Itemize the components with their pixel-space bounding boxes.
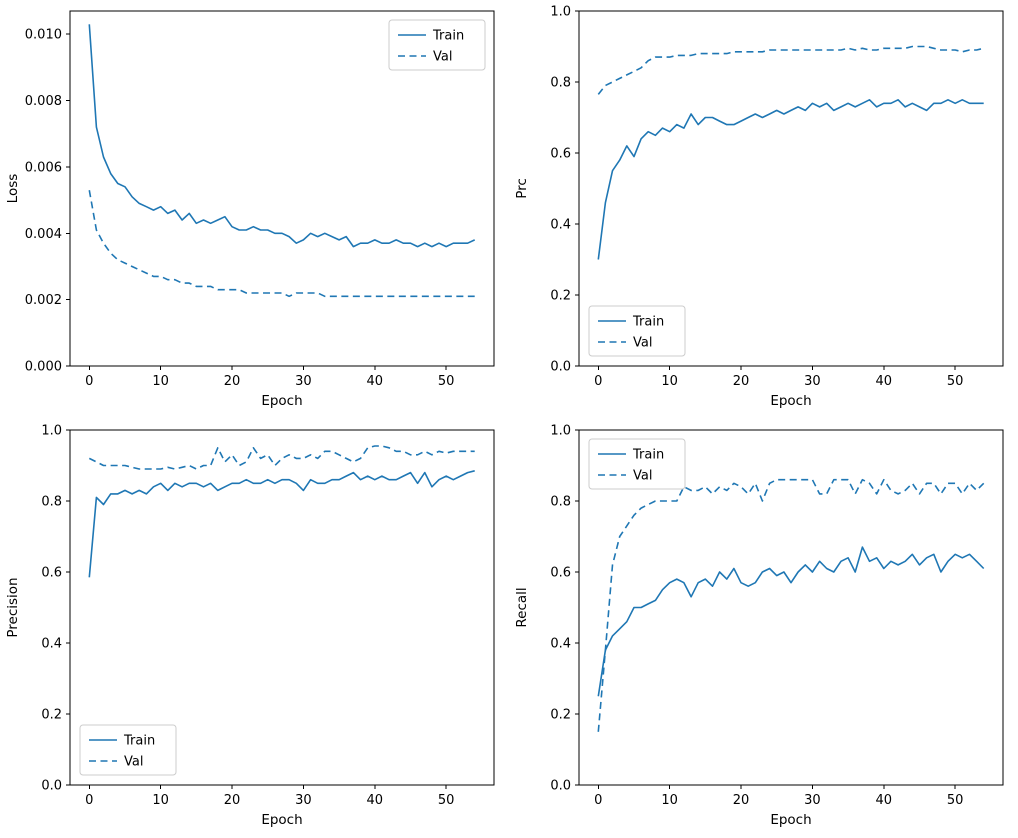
x-tick-label: 40 (367, 374, 384, 389)
x-tick-label: 20 (733, 374, 750, 389)
chart-loss: 0.000 0.002 0.004 0.006 0.008 0.010 0 10 20 30 40 5… (0, 0, 509, 419)
y-tick-label: 0.2 (41, 708, 62, 723)
x-tick-label: 0 (85, 793, 93, 808)
x-tick-label: 20 (733, 793, 750, 808)
x-axis-label: Epoch (770, 812, 811, 828)
series-line-train (88, 470, 475, 578)
series-line-val (88, 190, 475, 298)
y-tick-label: 1.0 (41, 424, 62, 439)
x-tick-label: 0 (85, 374, 93, 389)
x-tick-label: 40 (876, 374, 893, 389)
x-tick-label: 20 (224, 793, 241, 808)
y-tick-label: 0.000 (25, 360, 62, 375)
y-tick-label: 0.2 (550, 289, 571, 304)
x-tick-label: 0 (594, 793, 602, 808)
y-axis-label: Loss (5, 174, 21, 204)
legend-label-train: Train (632, 315, 664, 330)
legend-label-val: Val (124, 755, 143, 770)
x-tick-label: 50 (438, 793, 455, 808)
subplot-recall-svg: 0.0 0.2 0.4 0.6 0.8 1.0 0 10 20 30 40 50 Epoch Recall… (514, 424, 1004, 828)
axes-frame (69, 10, 495, 367)
x-tick-label: 30 (804, 374, 821, 389)
series-line-val (597, 478, 985, 732)
y-tick-label: 0.002 (25, 293, 62, 308)
y-tick-label: 0.0 (550, 779, 571, 794)
y-tick-label: 0.004 (25, 227, 62, 242)
chart-prc: 0.0 0.2 0.4 0.6 0.8 1.0 0 10 20 30 40 50 Epoch Prc Tra… (509, 0, 1018, 419)
x-tick-label: 10 (152, 374, 169, 389)
x-tick-label: 10 (661, 374, 678, 389)
chart-recall: 0.0 0.2 0.4 0.6 0.8 1.0 0 10 20 30 40 50 Epoch Recall… (509, 419, 1018, 838)
y-tick-label: 1.0 (550, 5, 571, 20)
subplot-loss-svg: 0.000 0.002 0.004 0.006 0.008 0.010 0 10 20 30 40 5… (5, 10, 495, 409)
x-axis-label: Epoch (261, 812, 302, 828)
x-tick-label: 30 (295, 793, 312, 808)
legend-box (588, 305, 686, 357)
series-line-val (597, 45, 984, 95)
y-tick-label: 0.6 (550, 147, 571, 162)
x-tick-label: 30 (295, 374, 312, 389)
y-tick-label: 0.008 (25, 94, 62, 109)
x-tick-label: 10 (152, 793, 169, 808)
legend-label-train: Train (123, 734, 155, 749)
legend-label-train: Train (432, 29, 464, 44)
x-tick-label: 50 (947, 793, 964, 808)
x-tick-label: 50 (438, 374, 455, 389)
series-line-val (88, 445, 475, 470)
legend-label-val: Val (633, 336, 652, 351)
y-tick-label: 0.8 (550, 495, 571, 510)
y-tick-label: 0.4 (550, 218, 571, 233)
axes-frame (578, 10, 1004, 367)
y-tick-label: 0.6 (550, 566, 571, 581)
y-tick-label: 0.4 (550, 637, 571, 652)
x-axis-label: Epoch (770, 393, 811, 409)
legend-label-val: Val (433, 50, 452, 65)
series-line-train (597, 99, 984, 260)
x-tick-label: 0 (594, 374, 602, 389)
y-axis-label: Prc (514, 178, 530, 199)
y-tick-label: 1.0 (550, 424, 571, 439)
y-axis-label: Recall (514, 587, 530, 627)
legend-label-train: Train (632, 448, 664, 463)
y-tick-label: 0.0 (550, 360, 571, 375)
legend-box (79, 724, 177, 776)
x-tick-label: 30 (804, 793, 821, 808)
legend-box (588, 438, 686, 490)
x-tick-label: 10 (661, 793, 678, 808)
y-tick-label: 0.6 (41, 566, 62, 581)
x-tick-label: 20 (224, 374, 241, 389)
y-tick-label: 0.010 (25, 28, 62, 43)
series-line-train (88, 24, 476, 248)
x-tick-label: 40 (876, 793, 893, 808)
x-axis-label: Epoch (261, 393, 302, 409)
y-tick-label: 0.006 (25, 160, 62, 175)
axes-frame (69, 429, 495, 786)
y-tick-label: 0.8 (550, 76, 571, 91)
legend-label-val: Val (633, 469, 652, 484)
subplot-prc-svg: 0.0 0.2 0.4 0.6 0.8 1.0 0 10 20 30 40 50 Epoch Prc Tra… (514, 5, 1004, 409)
x-tick-label: 50 (947, 374, 964, 389)
series-line-train (597, 546, 985, 697)
y-tick-label: 0.4 (41, 637, 62, 652)
x-tick-label: 40 (367, 793, 384, 808)
y-tick-label: 0.2 (550, 708, 571, 723)
axes-frame (578, 429, 1004, 786)
y-tick-label: 0.8 (41, 495, 62, 510)
y-axis-label: Precision (5, 577, 21, 637)
legend-box (388, 19, 486, 71)
subplot-precision-svg: 0.0 0.2 0.4 0.6 0.8 1.0 0 10 20 30 40 50 Epoch Precis… (5, 424, 495, 828)
y-tick-label: 0.0 (41, 779, 62, 794)
chart-precision: 0.0 0.2 0.4 0.6 0.8 1.0 0 10 20 30 40 50 Epoch Precis… (0, 419, 509, 838)
